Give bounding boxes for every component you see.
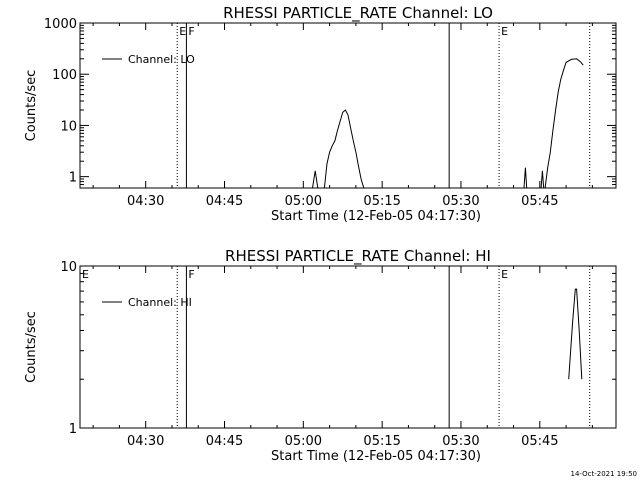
- y-tick-label: 10: [60, 260, 77, 275]
- series-line: [540, 170, 545, 189]
- event-marker-label: F: [188, 268, 194, 281]
- chart-title: RHESSI PARTICLE_RATE Channel: HI: [225, 247, 491, 266]
- event-marker-label: E: [82, 268, 89, 281]
- event-marker-label: E: [501, 268, 508, 281]
- x-tick-label: 04:30: [127, 434, 164, 449]
- y-tick-label: 1000: [44, 17, 77, 32]
- legend-entry: Channel: LO: [128, 53, 195, 66]
- x-axis-label: Start Time (12-Feb-05 04:17:30): [271, 209, 481, 224]
- x-tick-label: 05:45: [521, 434, 558, 449]
- footer-timestamp: 14-Oct-2021 19:50: [571, 470, 637, 478]
- x-tick-label: 05:15: [363, 434, 400, 449]
- x-axis-label: Start Time (12-Feb-05 04:17:30): [271, 449, 481, 464]
- series-line: [523, 167, 528, 189]
- y-tick-label: 1: [69, 422, 77, 437]
- x-tick-label: 04:30: [127, 194, 164, 209]
- y-tick-label: 1: [69, 171, 77, 186]
- series-line: [323, 109, 365, 189]
- x-tick-label: 04:45: [206, 194, 243, 209]
- x-tick-label: 05:00: [285, 434, 322, 449]
- y-axis-label: Counts/sec: [24, 70, 39, 142]
- event-marker-label: F: [188, 25, 194, 38]
- event-marker-label: E: [501, 25, 508, 38]
- x-tick-label: 05:00: [285, 194, 322, 209]
- legend-entry: Channel: HI: [128, 296, 192, 309]
- series-line: [312, 170, 319, 189]
- plot-frame: [79, 22, 617, 189]
- chart-panels: RHESSI PARTICLE_RATE Channel: LO 04:30 04:…: [24, 4, 617, 464]
- x-tick-label: 05:30: [442, 434, 479, 449]
- plot-frame: [79, 265, 617, 429]
- event-marker-label: E: [179, 25, 186, 38]
- x-tick-label: 05:30: [442, 194, 479, 209]
- x-tick-label: 05:45: [521, 194, 558, 209]
- x-tick-label: 04:45: [206, 434, 243, 449]
- panel-1: RHESSI PARTICLE_RATE Channel: LO 04:30 04:…: [24, 4, 617, 224]
- chart-title: RHESSI PARTICLE_RATE Channel: LO: [223, 4, 493, 23]
- panel-2: RHESSI PARTICLE_RATE Channel: HI 04:30 04:…: [24, 247, 617, 464]
- series-line: [544, 58, 584, 189]
- y-tick-label: 10: [60, 119, 77, 134]
- x-tick-label: 05:15: [363, 194, 400, 209]
- y-axis-label: Counts/sec: [24, 311, 39, 383]
- series-line: [568, 288, 583, 380]
- y-tick-label: 100: [52, 68, 77, 83]
